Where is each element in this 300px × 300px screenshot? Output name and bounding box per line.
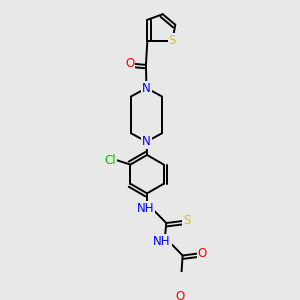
Text: NH: NH [153,235,171,248]
Text: O: O [176,290,185,300]
Text: S: S [183,214,190,227]
Text: O: O [125,57,134,70]
Text: S: S [169,34,176,47]
Text: O: O [198,247,207,260]
Text: Cl: Cl [104,154,116,167]
Text: N: N [142,82,151,94]
Text: NH: NH [137,202,154,215]
Text: N: N [142,135,151,148]
